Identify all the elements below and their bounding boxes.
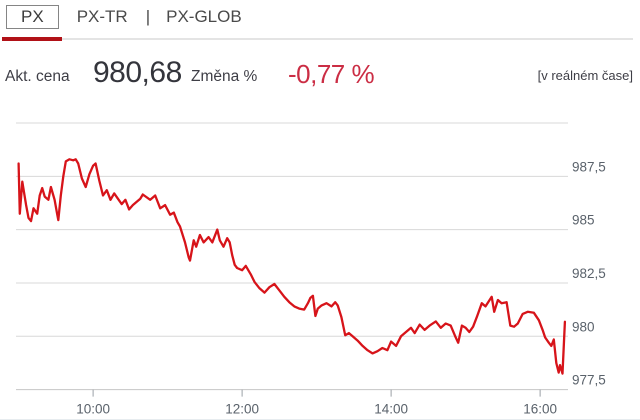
tab-px-tr[interactable]: PX-TR: [76, 7, 128, 26]
y-axis-tick-label: 980: [572, 319, 595, 334]
tab-px[interactable]: PX: [6, 5, 59, 29]
change-label: Změna %: [191, 68, 258, 85]
tab-underline: [2, 38, 633, 40]
tab-px-glob[interactable]: PX-GLOB: [166, 7, 242, 26]
active-tab-indicator: [2, 37, 62, 41]
x-axis-tick-label: 14:00: [374, 402, 408, 417]
tab-underline-track: [2, 37, 633, 41]
realtime-note: [v reálném čase]: [537, 68, 633, 83]
price-label: Akt. cena: [5, 68, 70, 85]
y-axis-tick-label: 982,5: [572, 266, 606, 281]
price-line: [17, 158, 567, 375]
x-axis-tick-label: 12:00: [225, 402, 259, 417]
y-axis-tick-label: 985: [572, 213, 595, 228]
tab-divider: |: [145, 7, 151, 26]
y-axis-tick-label: 977,5: [572, 373, 606, 388]
change-value: -0,77 %: [288, 59, 375, 89]
price-value: 980,68: [93, 56, 182, 89]
tab-bar: PX PX-TR | PX-GLOB: [6, 5, 242, 29]
x-axis-tick-label: 16:00: [523, 402, 557, 417]
y-axis-tick-label: 987,5: [572, 159, 606, 174]
x-axis-tick-label: 10:00: [76, 402, 110, 417]
